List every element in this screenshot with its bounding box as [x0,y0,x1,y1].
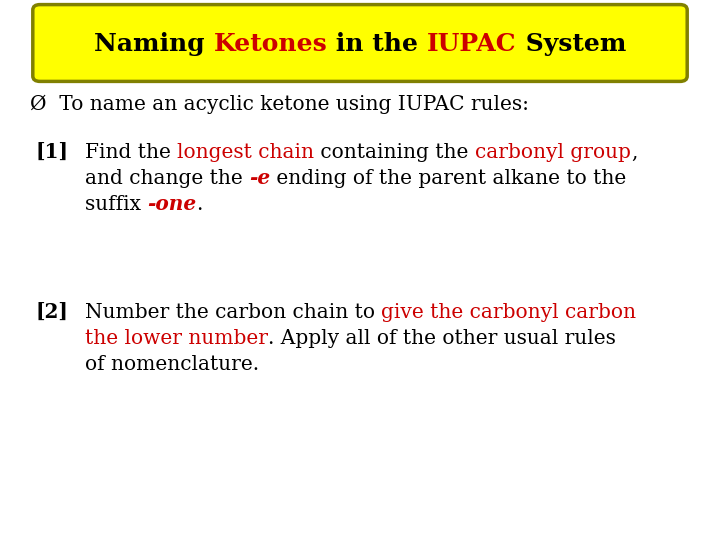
Text: and change the: and change the [85,169,249,188]
Text: ,: , [631,143,637,162]
Text: containing the: containing the [314,143,475,162]
Text: . Apply all of the other usual rules: . Apply all of the other usual rules [268,329,616,348]
Text: the lower number: the lower number [85,329,268,348]
Text: suffix: suffix [85,195,148,214]
Text: in the: in the [327,32,427,56]
Text: IUPAC: IUPAC [427,32,516,56]
Text: -one: -one [148,194,197,214]
Text: .: . [197,195,203,214]
Text: carbonyl group: carbonyl group [475,143,631,162]
Text: longest chain: longest chain [177,143,314,162]
FancyBboxPatch shape [33,5,687,82]
Text: of nomenclature.: of nomenclature. [85,355,259,374]
Text: -e: -e [249,168,270,188]
Text: give the carbonyl carbon: give the carbonyl carbon [382,303,636,322]
Text: Number the carbon chain to: Number the carbon chain to [85,303,382,322]
Text: [2]: [2] [35,302,68,322]
Text: Find the: Find the [85,143,177,162]
Text: System: System [516,32,626,56]
Text: Ketones: Ketones [213,32,327,56]
Text: Ø  To name an acyclic ketone using IUPAC rules:: Ø To name an acyclic ketone using IUPAC … [30,94,529,114]
Text: [1]: [1] [35,142,68,162]
Text: Naming: Naming [94,32,213,56]
Text: ending of the parent alkane to the: ending of the parent alkane to the [270,169,626,188]
